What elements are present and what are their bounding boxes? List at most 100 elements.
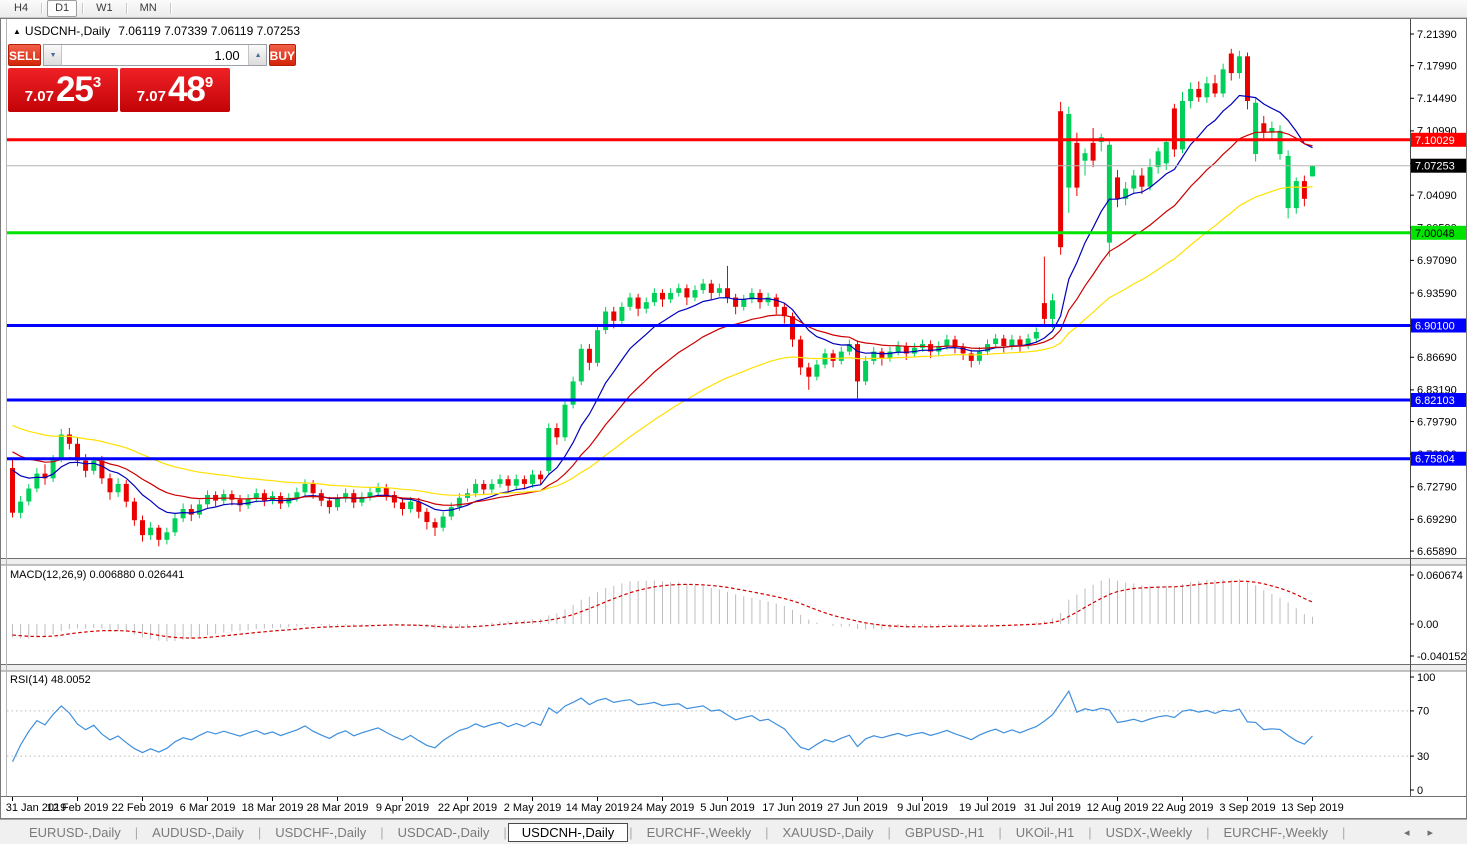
symbol-tab[interactable]: UKOil-,H1 <box>1015 824 1075 840</box>
blue-level-price-label <box>1411 318 1466 333</box>
tab-scroll-left-icon[interactable]: ◂ <box>1403 826 1410 839</box>
price-tick-label: 7.21390 <box>1417 29 1457 41</box>
buy-price-superscript: 9 <box>204 73 214 91</box>
price-tick-label: 6.65890 <box>1417 546 1457 558</box>
date-tick-label: 12 Aug 2019 <box>1087 802 1149 814</box>
timeframe-button-w1[interactable]: W1 <box>96 2 113 14</box>
symbol-tab[interactable]: USDCAD-,Daily <box>397 824 490 840</box>
macd-indicator-label: MACD(12,26,9) 0.006880 0.026441 <box>10 569 185 581</box>
macd-tick-label: 0.00 <box>1417 619 1438 631</box>
price-tick-label: 6.69290 <box>1417 514 1457 526</box>
date-tick-label: 2 May 2019 <box>504 802 561 814</box>
timeframe-toolbar: H4 D1 W1 MN <box>0 0 1467 18</box>
price-tick-label: 6.72790 <box>1417 482 1457 494</box>
buy-price-big: 48 <box>167 70 206 109</box>
date-tick-label: 9 Jul 2019 <box>897 802 948 814</box>
symbol-tab[interactable]: EURCHF-,Weekly <box>646 824 752 840</box>
one-click-trade-panel: SELL ▼ ▲ BUY 7.07 25 3 7.07 48 9 <box>8 44 297 112</box>
date-tick-label: 22 Aug 2019 <box>1152 802 1214 814</box>
svg-text:6.82103: 6.82103 <box>1415 395 1455 407</box>
date-tick-label: 6 Mar 2019 <box>180 802 236 814</box>
svg-text:7.10029: 7.10029 <box>1415 135 1455 147</box>
price-tick-label: 7.14490 <box>1417 93 1457 105</box>
timeframe-button-mn[interactable]: MN <box>139 2 157 14</box>
symbol-tab[interactable]: XAUUSD-,Daily <box>782 824 874 840</box>
price-tick-label: 6.86690 <box>1417 352 1457 364</box>
macd-tick-label: 0.060674 <box>1417 570 1463 582</box>
date-tick-label: 28 Mar 2019 <box>307 802 369 814</box>
rsi-tick-label: 100 <box>1417 672 1435 684</box>
current-price-label <box>1411 158 1466 173</box>
tab-separator: | <box>629 824 633 840</box>
tab-separator: | <box>1206 824 1210 840</box>
resistance-price-label <box>1411 132 1466 147</box>
buy-quote-button[interactable]: 7.07 48 9 <box>120 68 230 112</box>
symbol-tab[interactable]: EURUSD-,Daily <box>29 824 121 840</box>
symbol-tab[interactable]: EURCHF-,Weekly <box>1223 824 1329 840</box>
date-tick-label: 5 Jun 2019 <box>700 802 754 814</box>
svg-text:6.75804: 6.75804 <box>1415 454 1455 466</box>
symbol-tab[interactable]: USDCHF-,Daily <box>275 824 367 840</box>
date-tick-label: 19 Jul 2019 <box>959 802 1016 814</box>
date-tick-label: 13 Sep 2019 <box>1281 802 1343 814</box>
symbol-tab-bar: EURUSD-,Daily | AUDUSD-,Daily | USDCHF-,Dail… <box>0 819 1467 844</box>
date-tick-label: 17 Jun 2019 <box>762 802 823 814</box>
support-price-label <box>1411 225 1466 240</box>
blue-level-price-label <box>1411 451 1466 466</box>
date-tick-label: 14 May 2019 <box>566 802 630 814</box>
price-tick-label: 6.97090 <box>1417 255 1457 267</box>
tab-separator: | <box>257 824 262 840</box>
volume-stepper: ▼ ▲ <box>42 44 267 66</box>
tab-separator: | <box>380 824 384 840</box>
macd-tick-label: -0.040152 <box>1417 651 1467 663</box>
symbol-tab[interactable]: AUDUSD-,Daily <box>152 824 244 840</box>
toolbar-separator <box>82 3 84 14</box>
date-tick-label: 22 Feb 2019 <box>112 802 174 814</box>
toolbar-separator <box>41 3 43 14</box>
toolbar-separator <box>169 3 171 14</box>
rsi-tick-label: 70 <box>1417 706 1429 718</box>
timeframe-button-h4[interactable]: H4 <box>14 2 29 14</box>
sell-button[interactable]: SELL <box>8 44 41 66</box>
volume-increase-icon[interactable]: ▲ <box>247 45 266 65</box>
price-tick-label: 6.93590 <box>1417 288 1457 300</box>
svg-text:7.00048: 7.00048 <box>1415 228 1455 240</box>
price-tick-label: 7.17990 <box>1417 61 1457 73</box>
chart-symbol-label: USDCNH-,Daily <box>24 24 111 38</box>
date-tick-label: 12 Feb 2019 <box>47 802 109 814</box>
toolbar-separator <box>125 3 127 14</box>
date-tick-label: 31 Jul 2019 <box>1024 802 1081 814</box>
timeframe-button-d1[interactable]: D1 <box>47 0 78 17</box>
symbol-tab[interactable]: USDCNH-,Daily <box>507 822 629 842</box>
rsi-tick-label: 30 <box>1417 751 1429 763</box>
collapse-chart-arrow-icon[interactable]: ▲ <box>13 27 21 36</box>
volume-input[interactable] <box>61 45 248 65</box>
symbol-tab[interactable]: USDX-,Weekly <box>1105 824 1193 840</box>
date-tick-label: 18 Mar 2019 <box>242 802 304 814</box>
price-tick-label: 6.79790 <box>1417 416 1457 428</box>
tab-separator: | <box>134 824 139 840</box>
tab-separator: | <box>1088 824 1092 840</box>
date-tick-label: 3 Sep 2019 <box>1219 802 1275 814</box>
rsi-tick-label: 0 <box>1417 785 1423 797</box>
chart-canvas[interactable]: 7.213907.179907.144907.109907.074907.040… <box>0 18 1467 819</box>
sell-price-big: 25 <box>55 70 94 109</box>
date-tick-label: 9 Apr 2019 <box>376 802 429 814</box>
tab-scroll-right-icon[interactable]: ▸ <box>1427 826 1433 839</box>
buy-button[interactable]: BUY <box>268 44 297 66</box>
chart-title: ▲ USDCNH-,Daily 7.06119 7.07339 7.06119 7.… <box>13 24 300 38</box>
tab-separator: | <box>887 824 891 840</box>
chart-window: 7.213907.179907.144907.109907.074907.040… <box>0 18 1467 819</box>
rsi-indicator-label: RSI(14) 48.0052 <box>10 674 91 686</box>
date-tick-label: 27 Jun 2019 <box>827 802 888 814</box>
volume-decrease-icon[interactable]: ▼ <box>43 45 62 65</box>
tab-separator: | <box>998 824 1002 840</box>
price-tick-label: 7.04090 <box>1417 190 1457 202</box>
sell-quote-button[interactable]: 7.07 25 3 <box>8 68 118 112</box>
sell-price-prefix: 7.07 <box>24 87 54 105</box>
tab-separator: | <box>765 824 769 840</box>
blue-level-price-label <box>1411 393 1466 407</box>
tab-separator: | <box>503 824 507 840</box>
symbol-tab[interactable]: GBPUSD-,H1 <box>904 824 985 840</box>
buy-price-prefix: 7.07 <box>136 87 166 105</box>
